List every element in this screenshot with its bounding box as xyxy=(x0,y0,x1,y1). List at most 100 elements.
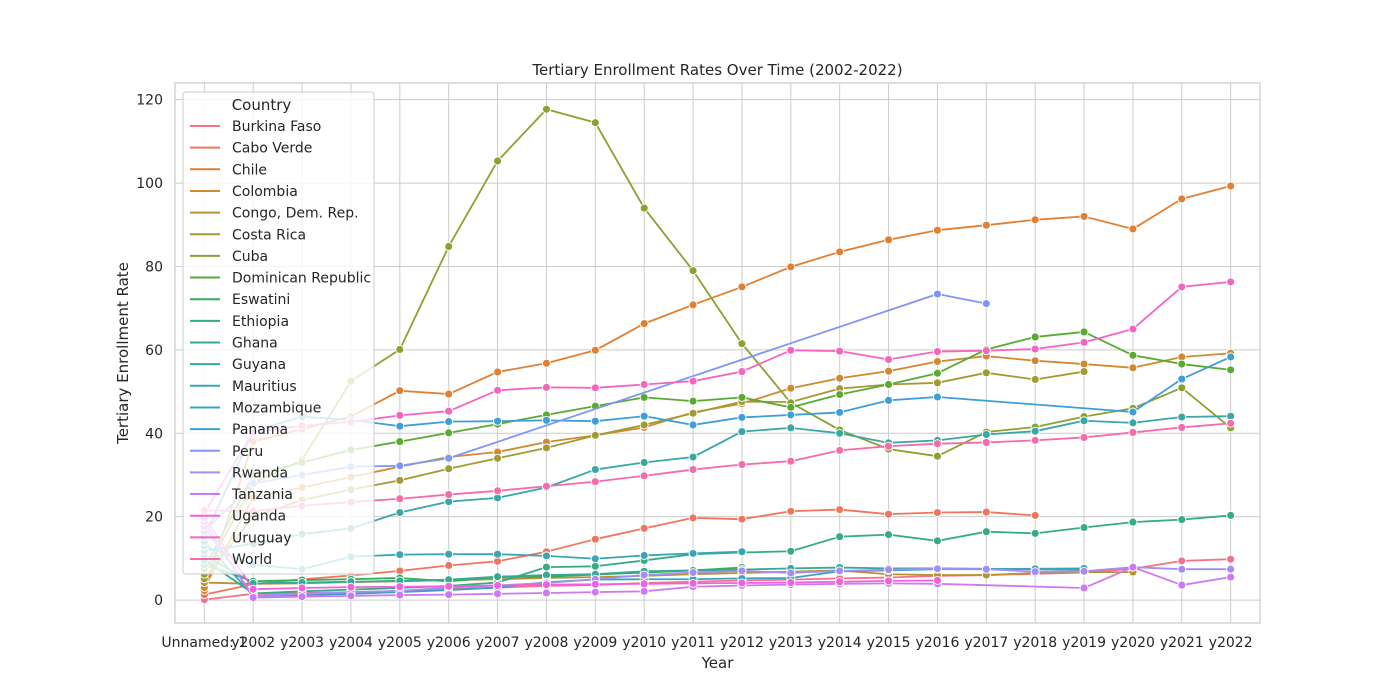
data-point xyxy=(932,289,942,299)
legend-label: Uganda xyxy=(232,509,286,525)
data-point xyxy=(884,235,894,245)
data-point xyxy=(1128,418,1138,428)
data-point xyxy=(444,490,454,500)
series-11 xyxy=(199,411,1236,556)
data-point xyxy=(395,421,405,431)
data-point xyxy=(932,576,942,585)
legend-item: Uruguay xyxy=(190,530,292,546)
x-tick-label: y2014 xyxy=(818,635,862,651)
data-point xyxy=(639,471,649,481)
data-point xyxy=(639,319,649,329)
data-point xyxy=(395,437,405,447)
data-point xyxy=(444,590,454,600)
legend-item: Colombia xyxy=(190,184,298,200)
legend-label: Uruguay xyxy=(232,530,292,546)
data-point xyxy=(737,547,747,557)
data-point xyxy=(1177,556,1187,566)
data-point xyxy=(541,443,551,453)
data-point xyxy=(297,592,307,602)
data-point xyxy=(835,407,845,417)
data-point xyxy=(1177,515,1187,525)
data-point xyxy=(1030,356,1040,366)
data-point xyxy=(981,527,991,537)
series-1 xyxy=(199,505,1040,600)
data-point xyxy=(932,508,942,517)
data-point xyxy=(737,514,747,524)
data-point xyxy=(1079,359,1089,369)
series-line xyxy=(203,331,1231,570)
x-tick-label: Unnamed: 1 xyxy=(161,635,247,651)
data-point xyxy=(444,389,454,399)
legend-item: Mauritius xyxy=(190,379,297,395)
data-point xyxy=(639,392,649,402)
data-point xyxy=(1079,211,1089,221)
x-tick-label: y2011 xyxy=(671,635,715,651)
data-point xyxy=(786,506,796,516)
data-point xyxy=(835,445,845,455)
legend-item: Costa Rica xyxy=(190,227,306,243)
data-point xyxy=(884,576,894,586)
data-point xyxy=(786,345,796,355)
x-tick-label: y2018 xyxy=(1013,635,1057,651)
legend-item: Burkina Faso xyxy=(190,119,321,135)
legend-item: Panama xyxy=(190,422,288,438)
legend-title: Country xyxy=(232,96,292,114)
y-tick-label: 40 xyxy=(145,426,163,442)
data-point xyxy=(884,395,894,405)
data-point xyxy=(444,453,454,463)
data-point xyxy=(444,464,454,474)
data-point xyxy=(786,578,796,588)
data-point xyxy=(688,376,698,386)
data-point xyxy=(884,366,894,376)
data-point xyxy=(1177,580,1187,590)
data-point xyxy=(1177,374,1187,384)
data-point xyxy=(346,591,356,601)
data-point xyxy=(1226,418,1236,428)
y-tick-label: 20 xyxy=(145,510,163,526)
data-point xyxy=(737,412,747,422)
data-point xyxy=(639,570,649,580)
data-point xyxy=(884,380,894,389)
legend-label: Chile xyxy=(232,162,267,178)
data-point xyxy=(786,410,796,420)
legend-item: Congo, Dem. Rep. xyxy=(190,206,359,222)
legend-label: Cuba xyxy=(232,249,268,265)
data-point xyxy=(1128,350,1138,360)
data-point xyxy=(639,420,649,430)
y-tick-label: 120 xyxy=(136,93,163,109)
data-point xyxy=(444,581,454,591)
data-point xyxy=(1177,359,1187,369)
legend-label: Congo, Dem. Rep. xyxy=(232,206,359,222)
data-point xyxy=(1030,375,1040,384)
data-point xyxy=(493,486,503,496)
legend-item: Dominican Republic xyxy=(190,271,371,287)
data-point xyxy=(1030,510,1040,520)
data-point xyxy=(786,262,796,272)
data-point xyxy=(1128,407,1138,417)
y-tick-label: 0 xyxy=(154,593,163,609)
data-point xyxy=(1177,564,1187,574)
legend-label: Mauritius xyxy=(232,379,297,395)
x-tick-label: y2009 xyxy=(573,635,617,651)
data-point xyxy=(493,416,503,426)
data-point xyxy=(1030,426,1040,436)
legend-label: Dominican Republic xyxy=(232,271,371,287)
data-point xyxy=(1030,567,1040,577)
data-point xyxy=(932,564,942,574)
data-point xyxy=(1030,215,1040,225)
y-tick-labels: 0 20 40 60 80 100 120 xyxy=(136,93,163,609)
data-point xyxy=(1177,383,1187,393)
data-point xyxy=(786,402,796,412)
data-point xyxy=(1226,181,1236,191)
data-point xyxy=(1128,517,1138,527)
data-point xyxy=(981,299,991,309)
x-tick-label: y2019 xyxy=(1062,635,1106,651)
legend-items: Burkina Faso Cabo Verde Chile Colombia Congo… xyxy=(190,119,371,568)
data-point xyxy=(1177,412,1187,422)
data-point xyxy=(932,368,942,378)
data-point xyxy=(1226,365,1236,375)
data-point xyxy=(688,452,698,462)
x-tick-label: y2017 xyxy=(964,635,1008,651)
x-tick-label: y2021 xyxy=(1160,635,1204,651)
